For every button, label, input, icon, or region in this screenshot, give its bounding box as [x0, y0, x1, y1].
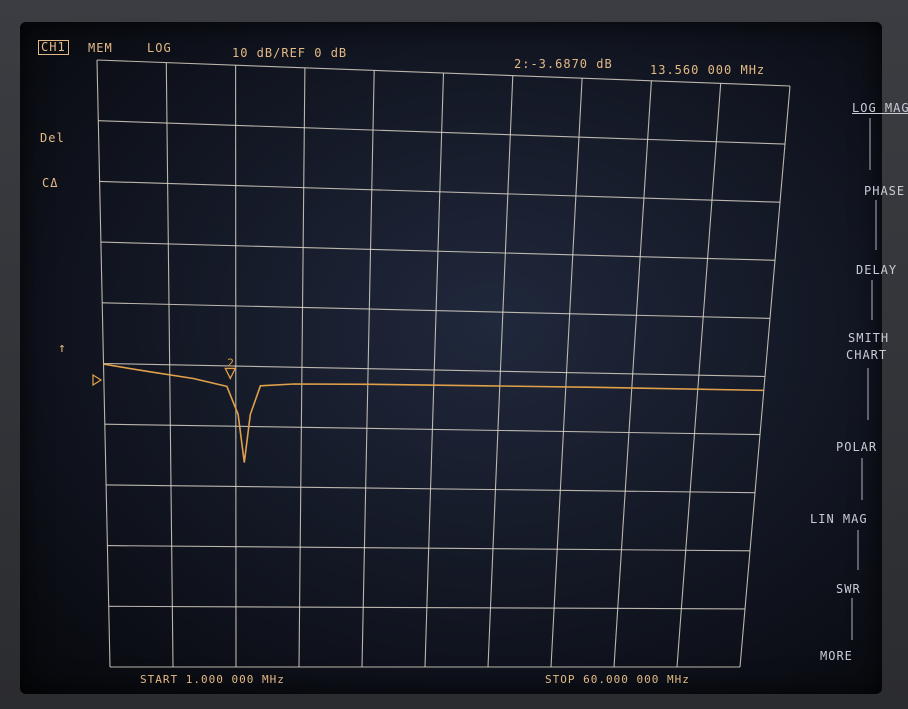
horizontal-gridline-7 [106, 484, 756, 494]
softkey-swr[interactable]: SWR [836, 582, 861, 596]
softkey-delay[interactable]: DELAY [856, 263, 898, 277]
marker-value-readout: 2:-3.6870 dB [514, 57, 613, 71]
analyzer-screen [20, 22, 882, 694]
memory-mode: MEM [88, 41, 113, 55]
horizontal-gridline-1 [98, 120, 786, 145]
softkey-smith[interactable]: SMITH [848, 331, 890, 345]
horizontal-gridline-8 [107, 545, 751, 552]
horizontal-gridline-4 [102, 302, 771, 319]
reference-position-icon [92, 373, 103, 387]
stop-frequency: STOP 60.000 000 MHz [545, 673, 690, 686]
correction-annotation: CΔ [42, 176, 59, 190]
softkey-log-mag[interactable]: LOG MAG [852, 101, 908, 115]
horizontal-gridline-5 [103, 362, 766, 378]
horizontal-gridline-2 [99, 180, 781, 203]
softkey-polar[interactable]: POLAR [836, 440, 878, 454]
graticule [96, 59, 791, 668]
channel-badge: CH1 [38, 40, 69, 55]
softkey-phase[interactable]: PHASE [864, 184, 906, 198]
horizontal-gridline-6 [104, 423, 761, 436]
horizontal-gridline-0 [96, 59, 791, 87]
softkey-brackets [851, 118, 877, 640]
marker-triangle-icon [224, 367, 237, 380]
softkey-lin-mag[interactable]: LIN MAG [810, 512, 868, 526]
horizontal-gridline-9 [108, 605, 746, 610]
start-frequency: START 1.000 000 MHz [140, 673, 285, 686]
marker-frequency-readout: 13.560 000 MHz [650, 63, 766, 77]
delay-annotation: Del [40, 131, 65, 145]
horizontal-gridline-3 [100, 241, 776, 261]
marker-label: 2 [227, 356, 234, 369]
measurement-trace [103, 363, 764, 463]
softkey-smith-chart[interactable]: CHART [846, 348, 888, 362]
scale-readout: 10 dB/REF 0 dB [232, 46, 348, 60]
format-label: LOG [147, 41, 172, 55]
reference-arrow-icon: ↑ [58, 341, 67, 356]
softkey-more[interactable]: MORE [820, 649, 853, 663]
marker-2: 2 [224, 356, 237, 380]
